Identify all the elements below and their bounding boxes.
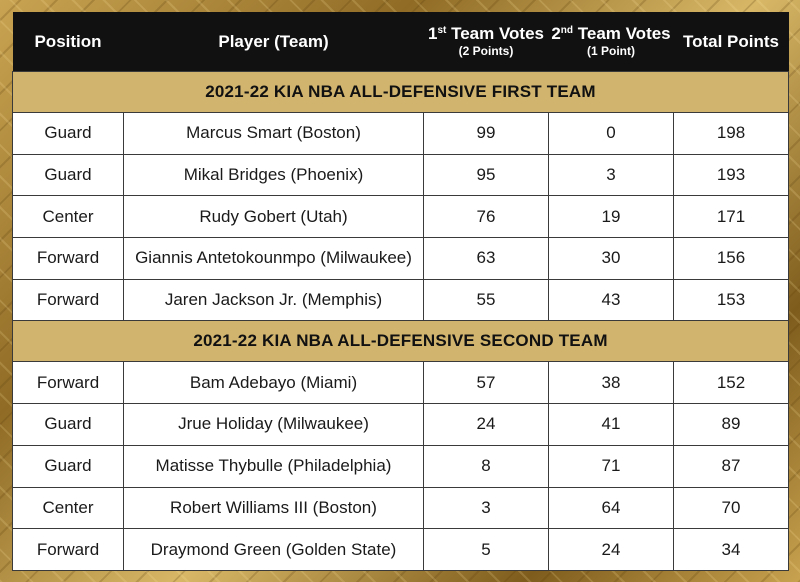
header-second-team-votes: 2nd Team Votes (1 Point) [548, 12, 674, 72]
first-votes-cell: 95 [423, 153, 549, 197]
player-cell: Giannis Antetokounmpo (Milwaukee) [123, 237, 424, 280]
first-votes-cell: 63 [423, 237, 549, 280]
second-votes-cell: 64 [548, 486, 674, 530]
first-team-section-row: 2021-22 KIA NBA ALL-DEFENSIVE FIRST TEAM [12, 71, 789, 113]
total-points-cell: 153 [673, 278, 789, 322]
player-cell: Jaren Jackson Jr. (Memphis) [123, 278, 424, 322]
total-points-cell: 34 [673, 528, 789, 571]
player-cell: Marcus Smart (Boston) [123, 112, 424, 155]
header-total-points: Total Points [673, 12, 789, 72]
table-row: Guard Jrue Holiday (Milwaukee) 24 41 89 [12, 403, 789, 446]
header-first-team-votes: 1st Team Votes (2 Points) [423, 12, 549, 72]
total-points-cell: 171 [673, 195, 789, 239]
player-cell: Robert Williams III (Boston) [123, 486, 424, 530]
table-row: Guard Mikal Bridges (Phoenix) 95 3 193 [12, 153, 789, 197]
table-row: Guard Matisse Thybulle (Philadelphia) 8 … [12, 444, 789, 488]
player-cell: Bam Adebayo (Miami) [123, 361, 424, 405]
header-first-team-points-note: (2 Points) [458, 44, 514, 58]
header-position: Position [12, 12, 124, 72]
total-points-cell: 89 [673, 403, 789, 446]
first-votes-cell: 8 [423, 444, 549, 488]
player-cell: Jrue Holiday (Milwaukee) [123, 403, 424, 446]
position-cell: Center [12, 195, 124, 239]
position-cell: Forward [12, 278, 124, 322]
first-team-title: 2021-22 KIA NBA ALL-DEFENSIVE FIRST TEAM [12, 71, 789, 113]
position-cell: Forward [12, 237, 124, 280]
header-second-team-points-note: (1 Point) [587, 44, 635, 58]
player-cell: Draymond Green (Golden State) [123, 528, 424, 571]
total-points-cell: 70 [673, 486, 789, 530]
table-row: Center Robert Williams III (Boston) 3 64… [12, 486, 789, 530]
first-votes-cell: 76 [423, 195, 549, 239]
position-cell: Guard [12, 153, 124, 197]
second-votes-cell: 71 [548, 444, 674, 488]
position-cell: Guard [12, 403, 124, 446]
player-cell: Mikal Bridges (Phoenix) [123, 153, 424, 197]
first-votes-cell: 55 [423, 278, 549, 322]
first-votes-cell: 57 [423, 361, 549, 405]
second-votes-cell: 38 [548, 361, 674, 405]
table-row: Forward Bam Adebayo (Miami) 57 38 152 [12, 361, 789, 405]
table-row: Forward Giannis Antetokounmpo (Milwaukee… [12, 237, 789, 280]
table-row: Center Rudy Gobert (Utah) 76 19 171 [12, 195, 789, 239]
player-cell: Rudy Gobert (Utah) [123, 195, 424, 239]
second-votes-cell: 19 [548, 195, 674, 239]
position-cell: Guard [12, 112, 124, 155]
total-points-cell: 198 [673, 112, 789, 155]
first-votes-cell: 3 [423, 486, 549, 530]
first-votes-cell: 24 [423, 403, 549, 446]
position-cell: Guard [12, 444, 124, 488]
total-points-cell: 156 [673, 237, 789, 280]
second-votes-cell: 43 [548, 278, 674, 322]
all-defensive-voting-table: Position Player (Team) 1st Team Votes (2… [12, 12, 789, 571]
second-votes-cell: 30 [548, 237, 674, 280]
second-votes-cell: 0 [548, 112, 674, 155]
first-votes-cell: 5 [423, 528, 549, 571]
total-points-cell: 87 [673, 444, 789, 488]
player-cell: Matisse Thybulle (Philadelphia) [123, 444, 424, 488]
total-points-cell: 152 [673, 361, 789, 405]
table-row: Forward Draymond Green (Golden State) 5 … [12, 528, 789, 571]
total-points-cell: 193 [673, 153, 789, 197]
position-cell: Center [12, 486, 124, 530]
second-votes-cell: 24 [548, 528, 674, 571]
table-row: Forward Jaren Jackson Jr. (Memphis) 55 4… [12, 278, 789, 322]
table-row: Guard Marcus Smart (Boston) 99 0 198 [12, 112, 789, 155]
header-player-team: Player (Team) [123, 12, 424, 72]
second-votes-cell: 3 [548, 153, 674, 197]
position-cell: Forward [12, 528, 124, 571]
second-team-title: 2021-22 KIA NBA ALL-DEFENSIVE SECOND TEA… [12, 320, 789, 363]
second-team-section-row: 2021-22 KIA NBA ALL-DEFENSIVE SECOND TEA… [12, 320, 789, 363]
first-votes-cell: 99 [423, 112, 549, 155]
position-cell: Forward [12, 361, 124, 405]
header-row: Position Player (Team) 1st Team Votes (2… [12, 12, 789, 72]
second-votes-cell: 41 [548, 403, 674, 446]
